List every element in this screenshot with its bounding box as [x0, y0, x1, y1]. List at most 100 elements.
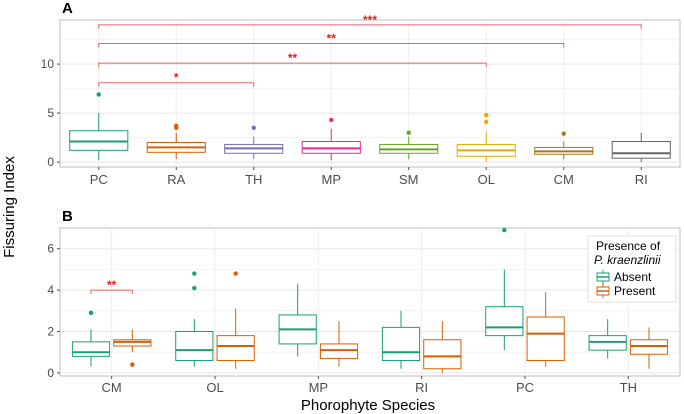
panel-a-ol-outlier — [484, 119, 489, 125]
panel-b-present-mp-iqr-rect — [319, 343, 359, 359]
panel-b-bracket-label: ** — [107, 278, 117, 292]
legend-title-line2: P. kraenzlinii — [594, 253, 661, 267]
panel-a-xtick-label: TH — [245, 172, 262, 187]
panel-a-xtick-label: PC — [90, 172, 108, 187]
panel-b-present-cm-outlier — [130, 362, 135, 367]
panel-a-ytick-label: 5 — [47, 106, 54, 120]
panel-b-absent-pc-outlier — [502, 227, 507, 233]
panel-b-absent-ol-outlier — [192, 285, 197, 291]
panel-a-x-ticks: PC RA TH MP SM OL CM RI — [90, 167, 648, 187]
panel-b-xtick-label: RI — [415, 380, 428, 395]
panel-b-present-ri-box — [423, 321, 462, 373]
panel-a-pc-box — [69, 92, 129, 161]
panel-a-significance-bracket: *** — [98, 13, 642, 29]
panel-a-bracket-line — [98, 24, 642, 29]
panel-b-present-ol-outlier — [233, 271, 238, 276]
panel-a-xtick-label: MP — [322, 172, 342, 187]
panel-a-bracket-line — [98, 43, 565, 48]
panel-a-th-outlier — [251, 125, 256, 130]
panel-b: B 0 2 4 6 CM OL MP RI PC TH ** Presence of P. kr… — [47, 208, 681, 395]
panel-b-present-ol-box — [216, 271, 255, 369]
panel-b-ytick-label: 2 — [47, 324, 54, 338]
panel-b-absent-th-iqr-rect — [588, 335, 627, 351]
panel-label-a: A — [62, 0, 73, 17]
panel-a-bracket-line — [98, 62, 487, 68]
panel-b-present-th-iqr-rect — [629, 339, 669, 355]
panel-a-boxes — [69, 92, 671, 163]
panel-b-ytick-label: 4 — [47, 283, 54, 297]
legend-entry-absent: Absent — [596, 270, 652, 284]
y-axis-title: Fissuring Index — [1, 156, 18, 258]
panel-a-ri-box — [611, 132, 671, 163]
panel-b-present-th-box — [629, 327, 669, 369]
panel-a-ol-outlier — [484, 112, 489, 118]
panel-a-ra-box — [146, 123, 206, 160]
panel-b-present-pc-box — [526, 292, 565, 367]
panel-a-significance-bracket: ** — [98, 32, 565, 48]
panel-a-mp-box — [301, 117, 361, 161]
panel-b-bracket-line — [90, 289, 133, 295]
panel-a-bracket-line — [98, 82, 255, 87]
panel-a-bracket-label: * — [174, 71, 179, 85]
panel-b-significance: ** — [90, 278, 133, 295]
panel-a-xtick-label: SM — [399, 172, 419, 187]
panel-a-ra-outlier — [174, 123, 179, 129]
panel-a-xtick-label: RA — [167, 172, 185, 187]
panel-b-absent-cm-iqr-rect — [71, 341, 111, 357]
panel-b-absent-cm-box — [71, 310, 111, 367]
panel-b-absent-mp-box — [278, 283, 317, 357]
panel-b-ytick-label: 0 — [47, 366, 54, 380]
panel-a-bracket-label: ** — [288, 51, 298, 65]
panel-a-xtick-label: RI — [635, 172, 648, 187]
panel-b-xtick-label: CM — [102, 380, 122, 395]
panel-b-present-cm-iqr-rect — [113, 339, 152, 347]
panel-b-absent-ol-iqr-rect — [175, 330, 214, 361]
panel-b-present-cm-box — [113, 329, 152, 367]
panel-b-boxes — [71, 227, 669, 373]
panel-a-cm-box — [534, 131, 594, 160]
panel-b-xtick-label: PC — [516, 380, 534, 395]
panel-b-absent-pc-iqr-rect — [485, 306, 524, 337]
panel-a-sm-box — [379, 130, 439, 160]
panel-a-ol-box — [456, 112, 516, 163]
panel-a-th-box — [224, 125, 284, 160]
panel-a-bracket-label: *** — [363, 13, 377, 27]
panel-b-absent-ol-box — [175, 271, 214, 367]
panel-b-present-ol-iqr-rect — [216, 335, 255, 361]
legend-entry-present: Present — [596, 284, 656, 298]
panel-label-b: B — [62, 208, 73, 225]
panel-a-ytick-label: 0 — [47, 155, 54, 169]
panel-a-mp-outlier — [329, 117, 334, 123]
panel-b-xtick-label: OL — [206, 380, 223, 395]
panel-b-absent-ol-outlier — [192, 271, 197, 276]
panel-b-present-pc-iqr-rect — [526, 316, 565, 361]
panel-b-significance-bracket: ** — [90, 278, 133, 295]
panel-a-xtick-label: OL — [478, 172, 495, 187]
panel-a-y-ticks: 0 5 10 — [41, 57, 60, 169]
panel-b-frame — [59, 227, 681, 377]
panel-a-pc-outlier — [96, 92, 101, 97]
panel-b-absent-ri-box — [381, 310, 421, 369]
panel-b-xtick-label: TH — [620, 380, 637, 395]
panel-b-absent-ri-iqr-rect — [381, 326, 421, 361]
panel-b-present-mp-box — [319, 321, 359, 367]
legend-entry-label: Present — [614, 284, 656, 298]
panel-a-ri-iqr-rect — [611, 141, 671, 159]
panel-b-xtick-label: MP — [309, 380, 329, 395]
panel-b-ytick-label: 6 — [47, 242, 54, 256]
x-axis-title: Phorophyte Species — [301, 397, 435, 414]
panel-a-significance-bracket: ** — [98, 51, 487, 68]
panel-a-cm-outlier — [561, 131, 566, 136]
panel-a-ytick-label: 10 — [41, 57, 55, 71]
panel-b-y-ticks: 0 2 4 6 — [47, 242, 60, 380]
legend-entry-label: Absent — [614, 270, 652, 284]
panel-a-significance-bracket: * — [98, 71, 255, 87]
panel-b-x-ticks: CM OL MP RI PC TH — [102, 376, 637, 395]
panel-a-bracket-label: ** — [327, 32, 337, 46]
panel-a-significance: ******** — [98, 13, 642, 87]
panel-a-sm-outlier — [406, 130, 411, 135]
